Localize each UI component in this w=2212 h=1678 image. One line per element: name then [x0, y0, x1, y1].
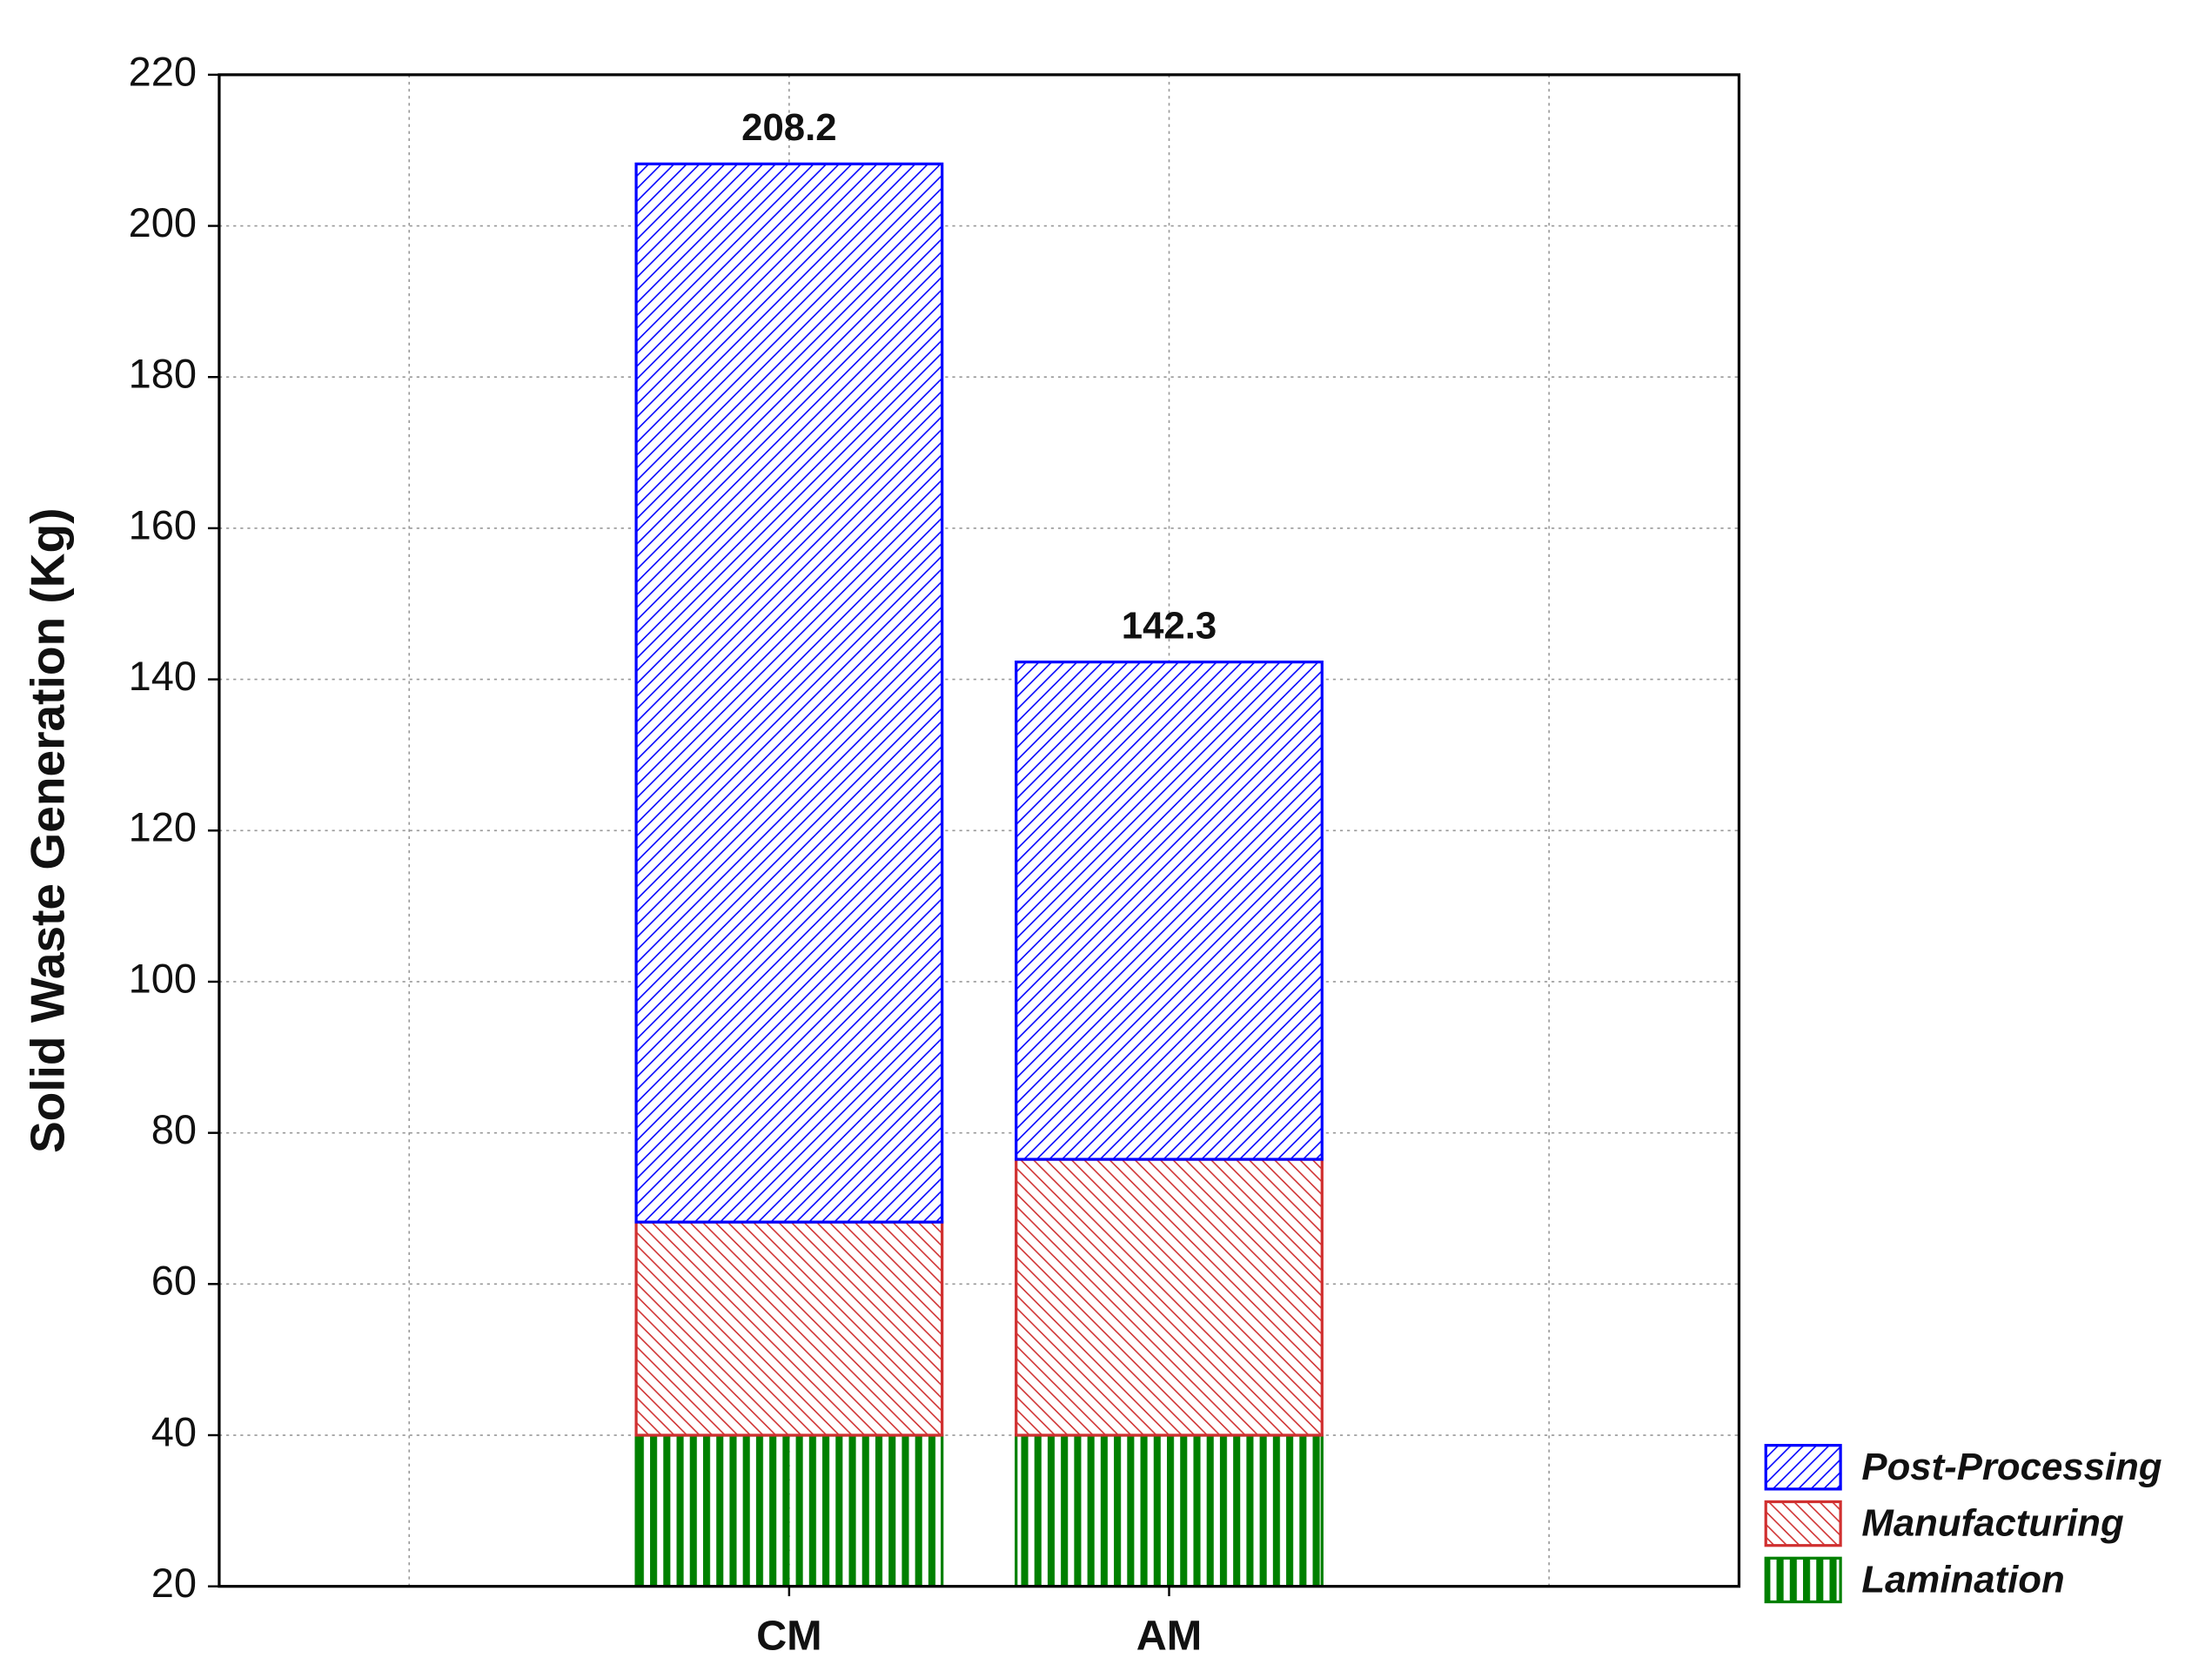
legend-label: Lamination [1861, 1558, 2064, 1601]
y-tick-label: 80 [151, 1106, 197, 1152]
legend-swatch [1764, 1556, 1842, 1604]
bar-segment [1015, 1158, 1324, 1437]
y-tick-label: 20 [151, 1560, 197, 1606]
y-tick-label: 160 [129, 501, 197, 547]
y-tick-label: 200 [129, 199, 197, 245]
y-tick-label: 100 [129, 955, 197, 1001]
y-axis-title: Solid Waste Generation (Kg) [21, 507, 75, 1153]
plot-frame [218, 73, 1741, 1588]
total-label: 208.2 [741, 106, 836, 149]
x-tick-label: CM [756, 1612, 822, 1659]
y-tick-label: 60 [151, 1258, 197, 1304]
legend-label: Post-Processing [1861, 1446, 2162, 1488]
y-tick-label: 180 [129, 351, 197, 397]
y-tick-label: 140 [129, 653, 197, 699]
x-tick-label: AM [1136, 1612, 1203, 1659]
y-tick-label: 120 [129, 804, 197, 850]
legend-swatch [1764, 1500, 1842, 1547]
bar-segment [1015, 661, 1324, 1161]
total-label: 142.3 [1122, 604, 1217, 647]
bars [634, 162, 1324, 1587]
legend-label: Manufacturing [1861, 1502, 2123, 1545]
bar-segment [634, 1433, 944, 1587]
y-tick-label: 40 [151, 1408, 197, 1454]
bar-segment [634, 1220, 944, 1437]
bar-segment [1015, 1433, 1324, 1587]
bar-segment [634, 162, 944, 1224]
legend-swatch [1764, 1444, 1842, 1491]
y-tick-label: 220 [129, 48, 197, 94]
